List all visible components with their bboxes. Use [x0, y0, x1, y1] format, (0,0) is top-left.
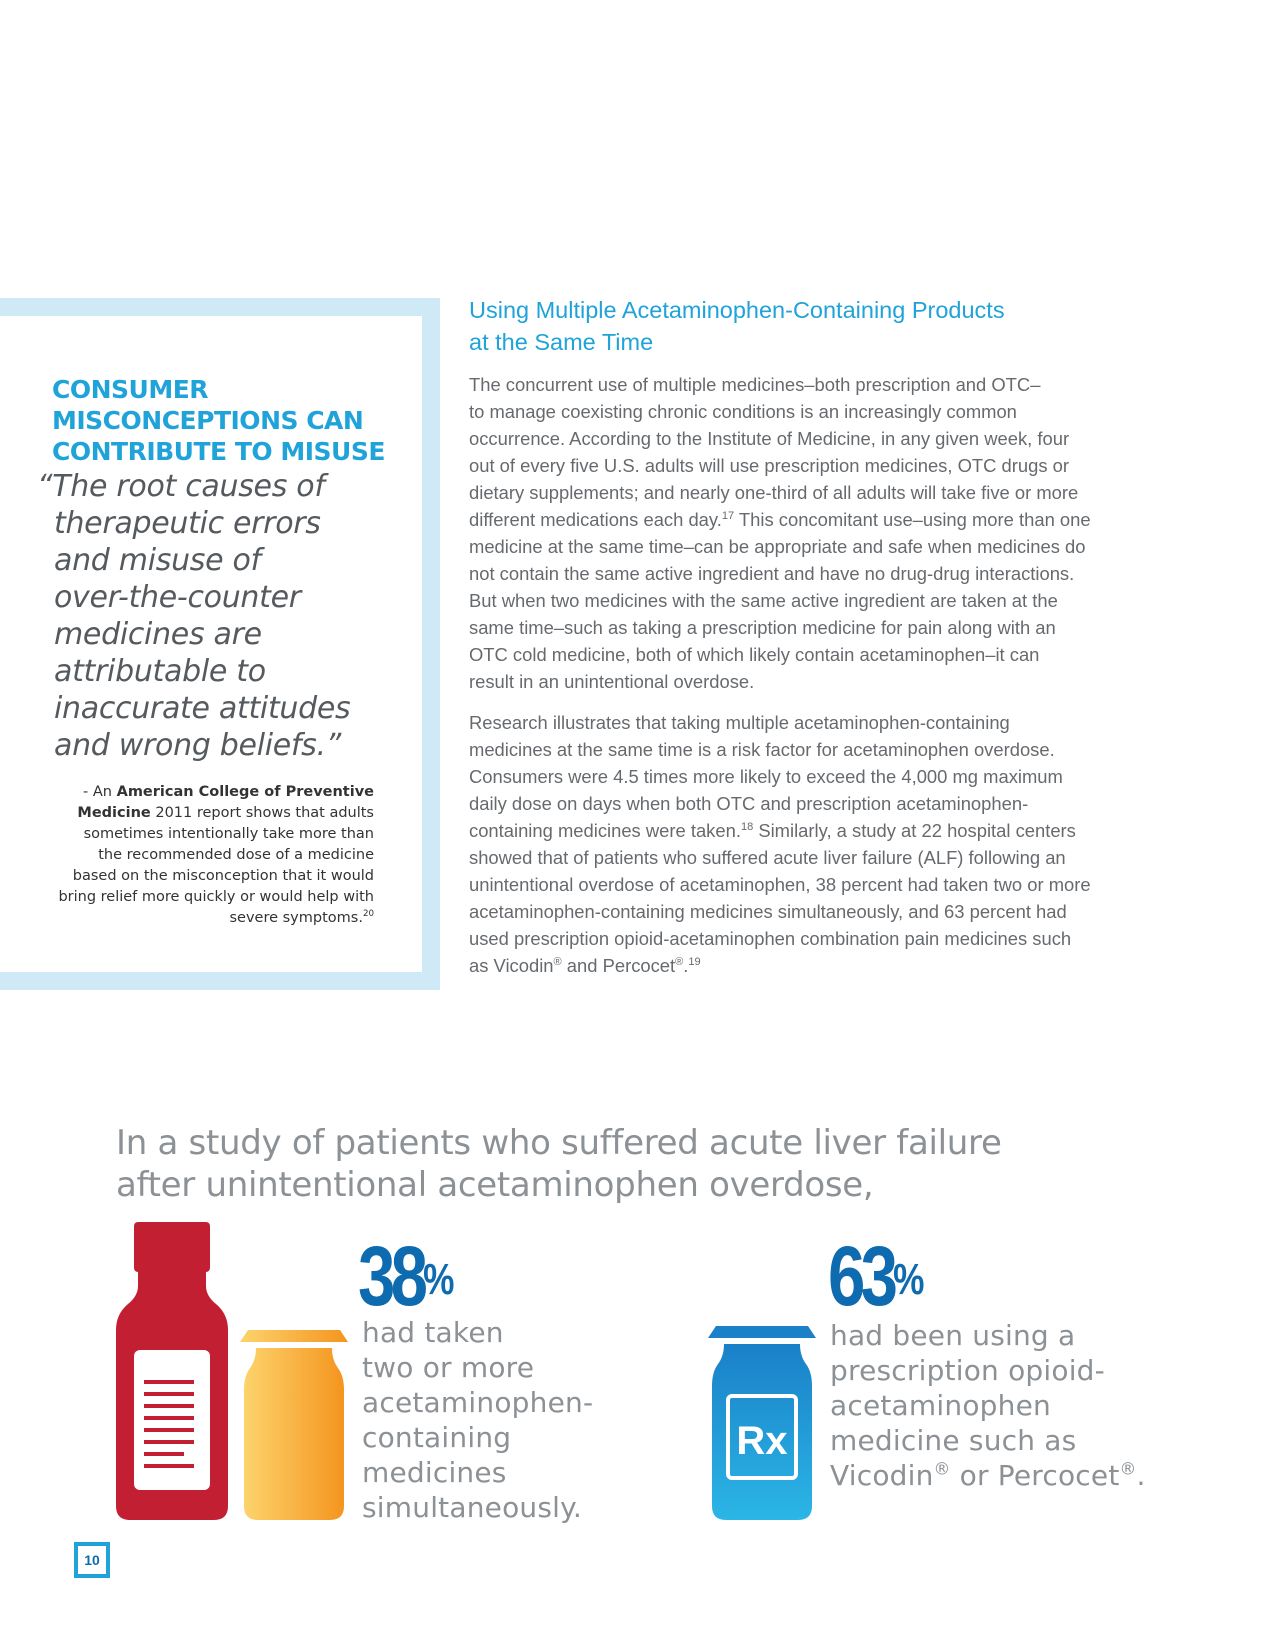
text-line: OTC cold medicine, both of which likely … [469, 644, 1040, 665]
attribution-org: American College of Preventive Medicine [77, 784, 374, 821]
text-line: occurrence. According to the Institute o… [469, 428, 1070, 449]
text-line: containing medicines were taken. [469, 820, 741, 841]
text-line: as Vicodin [469, 955, 554, 976]
stat-text-line: containing [362, 1421, 512, 1454]
text-line: different medications each day. [469, 509, 722, 530]
text-line: used prescription opioid-acetaminophen c… [469, 928, 1072, 949]
text-line: result in an unintentional overdose. [469, 671, 755, 692]
stat-text-line: acetaminophen- [362, 1386, 594, 1419]
stat-text-line: Vicodin [830, 1459, 934, 1492]
stat-text-line: simultaneously. [362, 1491, 582, 1524]
stat-text-line: had taken [362, 1316, 504, 1349]
text-line: acetaminophen-containing medicines simul… [469, 901, 1067, 922]
attribution-prefix: - An [83, 784, 117, 800]
page-number: 10 [74, 1542, 110, 1578]
article-paragraph: The concurrent use of multiple medicines… [469, 371, 1159, 695]
stats-intro: In a study of patients who suffered acut… [116, 1122, 1116, 1206]
quote-line: “The root causes of [37, 469, 325, 504]
quote-line: attributable to [54, 654, 266, 689]
article-body: The concurrent use of multiple medicines… [469, 371, 1159, 993]
stat-63-percent: 63% [828, 1234, 924, 1318]
registered-mark: ® [553, 955, 562, 968]
quote-line: over-the-counter [54, 580, 301, 615]
text-line: dietary supplements; and nearly one-thir… [469, 482, 1079, 503]
red-medicine-bottle-icon [116, 1222, 228, 1520]
text-line: daily dose on days when both OTC and pre… [469, 793, 1029, 814]
stat-text-line: or Percocet [950, 1459, 1120, 1492]
text-line: . [683, 955, 689, 976]
stat-unit: % [893, 1255, 925, 1304]
text-line: But when two medicines with the same act… [469, 590, 1058, 611]
stat-63-description: had been using a prescription opioid- ac… [830, 1318, 1146, 1493]
text-line: out of every five U.S. adults will use p… [469, 455, 1069, 476]
attribution-text: 2011 report shows that adults [150, 805, 374, 821]
registered-mark: ® [675, 955, 684, 968]
registered-mark: ® [1119, 1458, 1137, 1479]
stat-38-description: had taken two or more acetaminophen- con… [362, 1315, 593, 1525]
attribution-line: severe symptoms. [229, 910, 363, 926]
sidebar-heading: CONSUMER MISCONCEPTIONS CAN CONTRIBUTE T… [52, 374, 392, 467]
stat-value: 38 [358, 1229, 428, 1323]
pull-quote: “The root causes of therapeutic errors a… [37, 468, 399, 764]
attribution-line: sometimes intentionally take more than [83, 826, 374, 842]
stat-text-line: medicines [362, 1456, 507, 1489]
text-line: Consumers were 4.5 times more likely to … [469, 766, 1063, 787]
quote-line: and wrong beliefs.” [54, 728, 341, 763]
quote-attribution: - An American College of Preventive Medi… [52, 782, 374, 929]
article-title-line: at the Same Time [469, 329, 654, 355]
footnote-ref: 19 [688, 955, 701, 968]
text-line: Similarly, a study at 22 hospital center… [753, 820, 1076, 841]
footnote-ref: 17 [721, 509, 735, 522]
text-line: and Percocet [561, 955, 676, 976]
article-paragraph: Research illustrates that taking multipl… [469, 709, 1159, 979]
sidebar-heading-line: MISCONCEPTIONS CAN [52, 406, 364, 435]
text-line: not contain the same active ingredient a… [469, 563, 1075, 584]
stat-text-line: . [1136, 1459, 1146, 1492]
orange-pill-bottle-icon [240, 1330, 348, 1520]
stat-unit: % [423, 1255, 455, 1304]
stat-38-percent: 38% [358, 1234, 454, 1318]
quote-line: medicines are [54, 617, 262, 652]
rx-prescription-bottle-icon: Rx [708, 1326, 816, 1520]
registered-mark: ® [933, 1458, 951, 1479]
quote-line: inaccurate attitudes [54, 691, 351, 726]
text-line: same time–such as taking a prescription … [469, 617, 1056, 638]
attribution-line: bring relief more quickly or would help … [58, 889, 374, 905]
text-line: medicine at the same time–can be appropr… [469, 536, 1086, 557]
stat-text-line: medicine such as [830, 1424, 1077, 1457]
attribution-line: based on the misconception that it would [72, 868, 374, 884]
footnote-ref: 18 [740, 820, 754, 833]
stats-intro-line: In a study of patients who suffered acut… [116, 1123, 1002, 1163]
sidebar-panel: CONSUMER MISCONCEPTIONS CAN CONTRIBUTE T… [0, 316, 422, 972]
quote-line: therapeutic errors [54, 506, 321, 541]
attribution-line: the recommended dose of a medicine [98, 847, 374, 863]
sidebar-heading-line: CONSUMER [52, 375, 209, 404]
text-line: unintentional overdose of acetaminophen,… [469, 874, 1091, 895]
stat-value: 63 [828, 1229, 898, 1323]
article-title-line: Using Multiple Acetaminophen-Containing … [469, 297, 1005, 323]
rx-label: Rx [736, 1419, 787, 1463]
text-line: to manage coexisting chronic conditions … [469, 401, 1017, 422]
text-line: Research illustrates that taking multipl… [469, 712, 1010, 733]
text-line: showed that of patients who suffered acu… [469, 847, 1066, 868]
sidebar-heading-line: CONTRIBUTE TO MISUSE [52, 437, 385, 466]
article-title: Using Multiple Acetaminophen-Containing … [469, 294, 1169, 358]
stat-text-line: had been using a [830, 1319, 1076, 1352]
text-line: The concurrent use of multiple medicines… [469, 374, 1041, 395]
text-line: medicines at the same time is a risk fac… [469, 739, 1055, 760]
text-line: This concomitant use–using more than one [734, 509, 1091, 530]
sidebar-box: CONSUMER MISCONCEPTIONS CAN CONTRIBUTE T… [0, 298, 440, 990]
footnote-ref: 20 [362, 909, 374, 920]
stat-text-line: prescription opioid- [830, 1354, 1105, 1387]
stat-text-line: two or more [362, 1351, 535, 1384]
quote-line: and misuse of [54, 543, 261, 578]
stat-text-line: acetaminophen [830, 1389, 1051, 1422]
stats-intro-line: after unintentional acetaminophen overdo… [116, 1165, 874, 1205]
